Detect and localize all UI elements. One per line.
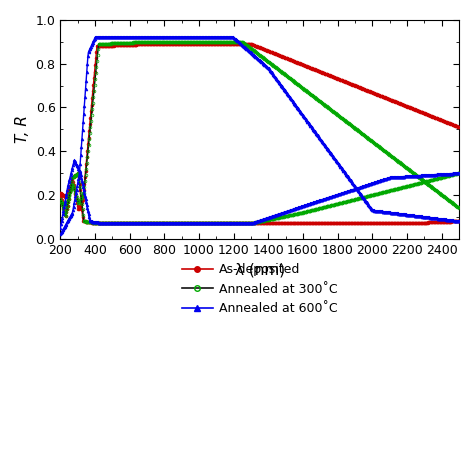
- Legend: As-deposited, Annealed at 300˚C, Annealed at 600˚C: As-deposited, Annealed at 300˚C, Anneale…: [177, 258, 343, 320]
- Y-axis label: T, R: T, R: [15, 115, 30, 143]
- X-axis label: λ (nm): λ (nm): [235, 262, 285, 277]
